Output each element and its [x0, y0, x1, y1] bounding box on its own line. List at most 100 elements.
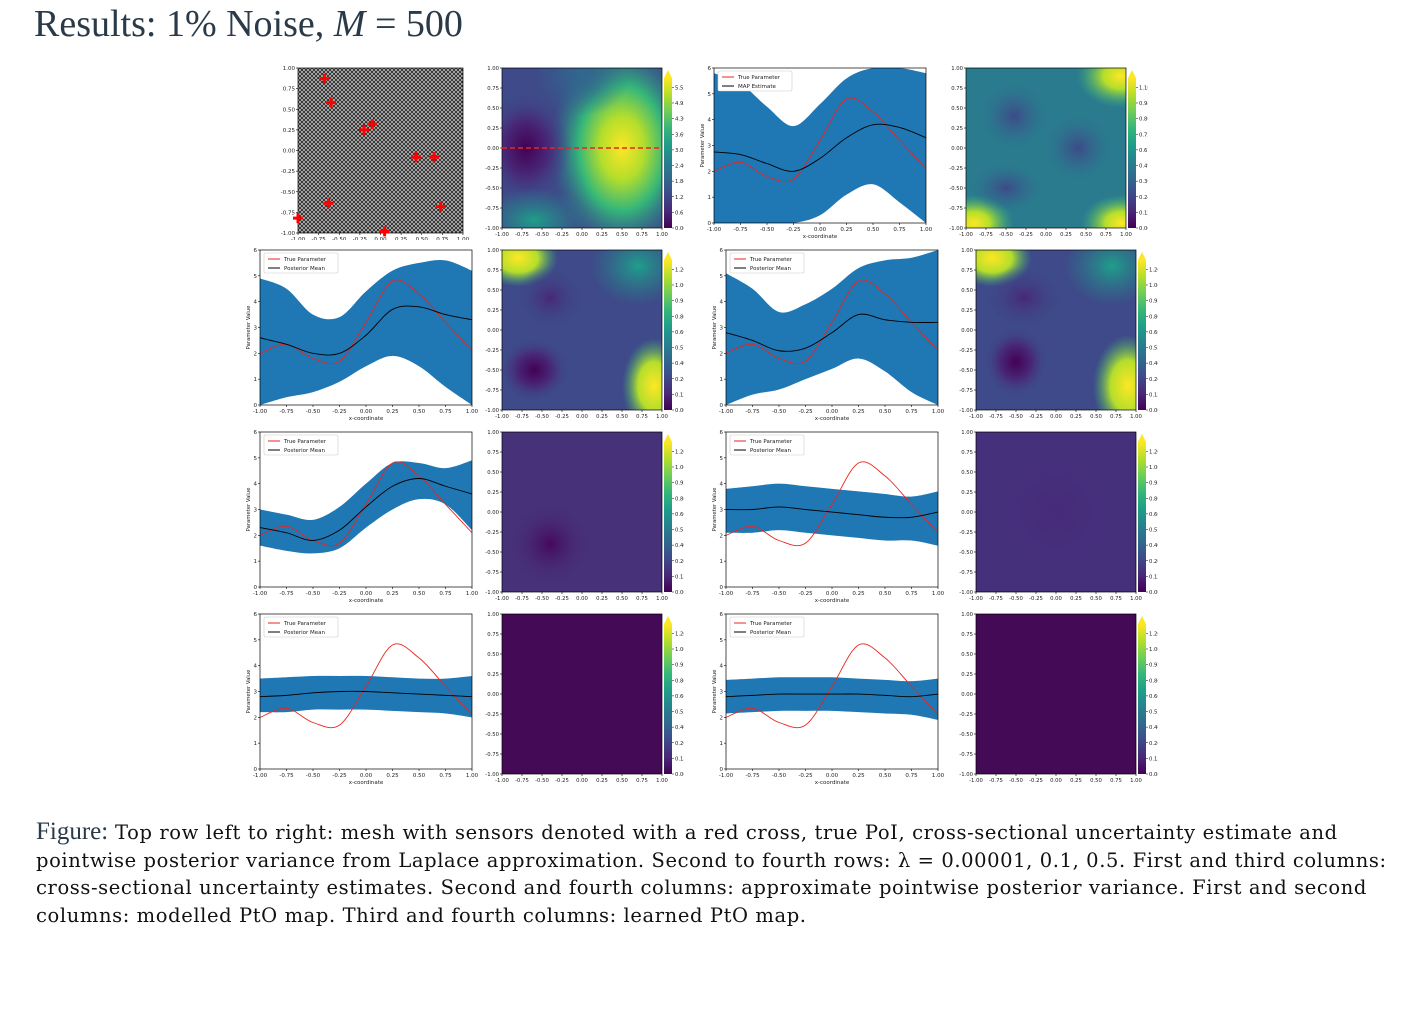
row2-learned-variance-ytick-label: 0.75 — [961, 268, 973, 274]
mesh-ytick-label: 0.00 — [283, 149, 296, 155]
row4-learned-variance-xtick-label: 0.75 — [1110, 778, 1122, 784]
laplace-variance-panel-ytick-label: 0.00 — [951, 146, 963, 152]
row3-modelled-variance-colorbar-label: 0.933 — [675, 481, 684, 487]
row3-modelled-variance-ytick-label: 0.00 — [487, 510, 499, 516]
row4-learned-variance-xtick-label: -1.00 — [969, 778, 983, 784]
true-poi-panel-ytick-label: 0.50 — [487, 106, 499, 112]
laplace-variance-panel-ytick-label: -1.00 — [949, 226, 963, 232]
row4-modelled-curve-ytick-label: 4 — [254, 664, 258, 670]
sensor-cross-icon — [379, 226, 390, 237]
row2-modelled-variance-colorbar-label: 0.133 — [675, 392, 684, 398]
mesh-xtick-label: -1.00 — [291, 237, 306, 240]
row4-modelled-variance-colorbar-label: 1.067 — [675, 647, 684, 653]
row4-learned-curve-uncertainty-band — [726, 677, 938, 720]
row3-modelled-variance-colorbar-label: 1.067 — [675, 465, 684, 471]
row3-learned-variance-ytick-label: 1.00 — [961, 430, 973, 436]
row2-modelled-variance-ytick-label: -0.50 — [485, 368, 499, 374]
row4-learned-variance-xtick-label: -0.50 — [1009, 778, 1023, 784]
row3-modelled-variance-ytick-label: -0.75 — [485, 570, 499, 576]
true-poi-panel-field — [502, 68, 662, 228]
row4-learned-curve-xtick-label: 0.50 — [879, 773, 892, 779]
row4-learned-curve-legend-label: Posterior Mean — [750, 630, 792, 636]
row2-learned-curve-xtick-label: 0.75 — [905, 409, 918, 415]
row3-modelled-variance-colorbar-extend — [664, 434, 672, 442]
row3-learned-curve-xtick-label: 0.00 — [826, 591, 839, 597]
row2-modelled-variance-xtick-label: 1.00 — [656, 414, 668, 420]
row2-modelled-variance-field-region — [622, 338, 662, 410]
row2-modelled-curve-xtick-label: 0.50 — [413, 409, 426, 415]
true-poi-panel-colorbar-label: 0.000 — [675, 226, 684, 232]
title-value: = 500 — [374, 3, 463, 45]
laplace-cross-section-panel-xtick-label: -0.75 — [733, 227, 748, 233]
row4-modelled-variance-colorbar-extend — [664, 616, 672, 624]
row2-learned-variance-ytick-label: -0.75 — [959, 388, 973, 394]
row3-learned-curve-xtick-label: 0.50 — [879, 591, 892, 597]
row3-learned-variance-colorbar — [1138, 442, 1146, 592]
row3-modelled-variance-ytick-label: -0.25 — [485, 530, 499, 536]
row4-learned-curve-ytick-label: 4 — [720, 664, 724, 670]
row3-modelled-curve-xtick-label: -0.25 — [332, 591, 347, 597]
row3-modelled-curve-xtick-label: -0.50 — [306, 591, 321, 597]
sensor-cross-icon — [319, 73, 330, 84]
row3-learned-variance-ytick-label: 0.75 — [961, 450, 973, 456]
row4-learned-variance-colorbar-label: 0.933 — [1149, 663, 1158, 669]
row3-learned-variance-ytick-label: -0.75 — [959, 570, 973, 576]
row3-learned-curve-xtick-label: -0.50 — [772, 591, 787, 597]
title-prefix: Results: 1% Noise, — [34, 3, 325, 45]
row2-learned-variance-colorbar-label: 0.800 — [1149, 314, 1158, 320]
row2-modelled-curve-ylabel: Parameter Value — [246, 306, 252, 350]
row3-modelled-curve-legend-box — [263, 434, 339, 456]
laplace-variance-panel-colorbar-label: 0.246 — [1139, 195, 1148, 201]
row2-modelled-curve-xtick-label: -0.25 — [332, 409, 347, 415]
row4-learned-variance-xtick-label: 0.00 — [1050, 778, 1062, 784]
laplace-variance-panel-xtick-label: -0.25 — [1019, 232, 1033, 238]
sensor-cross-icon — [323, 198, 334, 209]
row4-learned-variance-ytick-label: 1.00 — [961, 612, 973, 618]
true-poi-panel-xtick-label: -0.50 — [535, 232, 549, 238]
row4-learned-curve: -1.00 -0.75 -0.50 -0.25 0.00 0.25 0.50 0.75 1.00… — [712, 612, 945, 786]
row2-learned-variance-xtick-label: -1.00 — [969, 414, 983, 420]
row2-learned-curve-xlabel: x-coordinate — [815, 416, 850, 422]
laplace-cross-section-panel-ytick-label: 2 — [708, 169, 712, 175]
row2-modelled-curve-estimate-line — [260, 305, 472, 356]
row4-modelled-curve-xtick-label: 0.50 — [413, 773, 426, 779]
row3-modelled-variance-ytick-label: 0.25 — [487, 490, 499, 496]
row3-learned-variance-colorbar-label: 0.533 — [1149, 528, 1158, 534]
row3-modelled-variance-colorbar-label: 0.000 — [675, 590, 684, 596]
laplace-variance-panel-field-region — [1046, 116, 1110, 180]
row2-learned-curve-ytick-label: 4 — [720, 300, 724, 306]
laplace-variance-panel-xtick-label: 1.00 — [1120, 232, 1132, 238]
true-poi-panel-ytick-label: 1.00 — [487, 66, 499, 72]
row4-learned-variance-ytick-label: -1.00 — [959, 772, 973, 778]
row3-learned-curve-xtick-label: 1.00 — [932, 591, 945, 597]
true-poi-panel-xtick-label: 0.50 — [616, 232, 628, 238]
true-poi-panel-colorbar-label: 0.615 — [675, 210, 684, 216]
mesh-ytick-label: 0.75 — [283, 87, 296, 93]
figure-caption: Figure: Top row left to right: mesh with… — [36, 818, 1406, 929]
laplace-variance-panel-colorbar-label: 0.985 — [1139, 101, 1148, 107]
row2-learned-variance-ytick-label: -0.25 — [959, 348, 973, 354]
row3-modelled-variance-xtick-label: 0.25 — [596, 596, 608, 602]
row2-modelled-variance-colorbar-label: 0.400 — [675, 361, 684, 367]
row4-learned-curve-xlabel: x-coordinate — [815, 780, 850, 786]
mesh-ytick-label: 1.00 — [283, 66, 296, 72]
row2-learned-curve-xtick-label: -0.50 — [772, 409, 787, 415]
row3-modelled-curve-xtick-label: -1.00 — [253, 591, 268, 597]
laplace-variance-panel-ytick-label: 0.25 — [951, 126, 963, 132]
row3-learned-variance-colorbar-label: 0.400 — [1149, 543, 1158, 549]
row4-modelled-variance-xtick-label: -0.25 — [555, 778, 569, 784]
row3-learned-variance-colorbar-label: 0.133 — [1149, 574, 1158, 580]
laplace-variance-panel-colorbar — [1128, 78, 1136, 228]
row4-modelled-curve-true-parameter-line — [260, 643, 472, 729]
row2-modelled-curve-xtick-label: 0.25 — [386, 409, 399, 415]
row2-modelled-curve-uncertainty-band — [260, 259, 472, 405]
row4-modelled-variance-xtick-label: -0.50 — [535, 778, 549, 784]
laplace-cross-section-panel-estimate-line — [714, 123, 926, 172]
row2-modelled-variance-field-region — [590, 250, 662, 306]
row2-modelled-curve-ytick-label: 1 — [254, 377, 258, 383]
row2-learned-curve-ytick-label: 1 — [720, 377, 724, 383]
row2-learned-curve-xtick-label: 0.25 — [852, 409, 865, 415]
row4-modelled-variance-colorbar-label: 0.000 — [675, 772, 684, 778]
row3-learned-curve-ytick-label: 2 — [720, 533, 724, 539]
laplace-variance-panel-colorbar-label: 0.000 — [1139, 226, 1148, 232]
